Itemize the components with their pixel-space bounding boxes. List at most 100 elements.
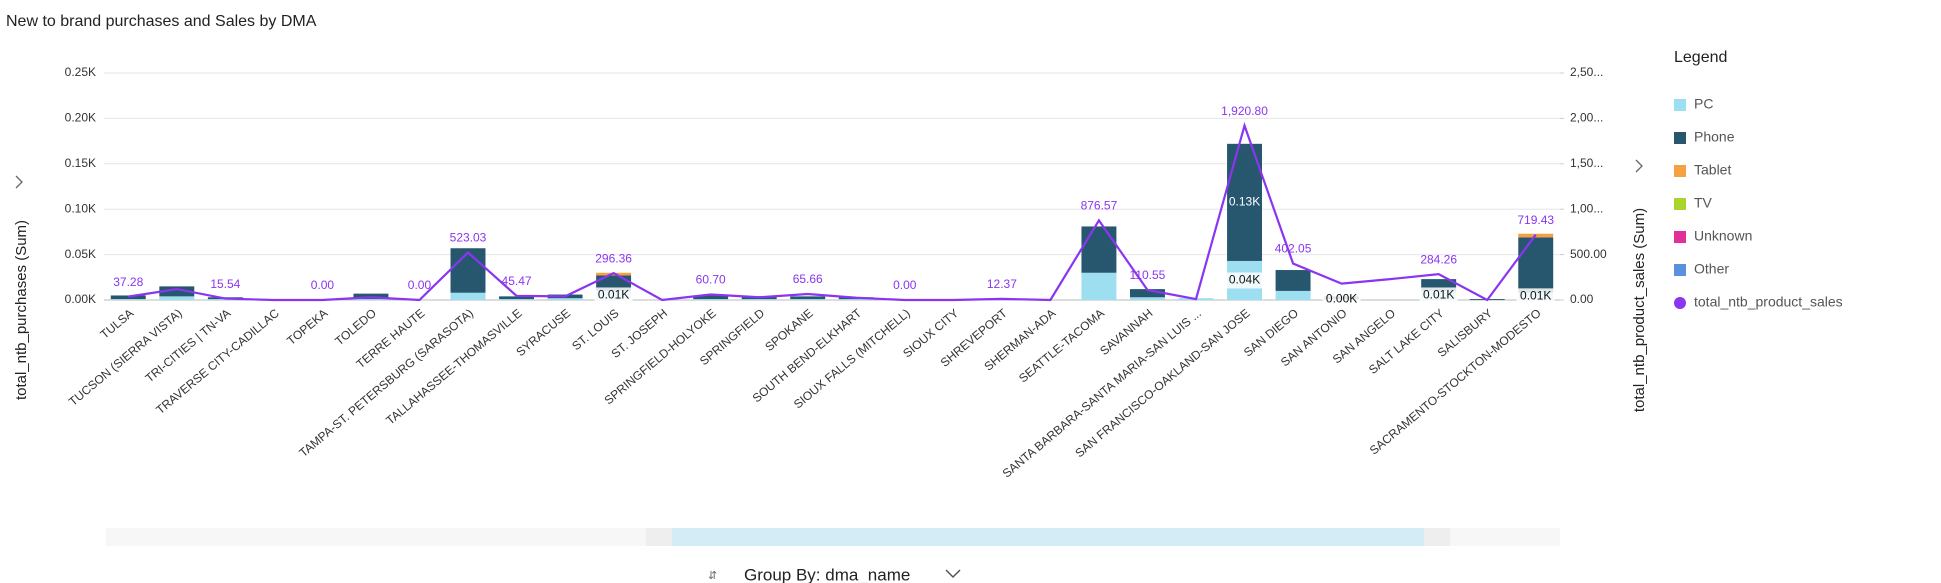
- scroll-handle[interactable]: [1424, 528, 1450, 546]
- value-label-bg: [1419, 287, 1458, 304]
- y2-tick-label: 2,00...: [1570, 111, 1603, 125]
- line-value-label: 719.43: [1517, 213, 1554, 227]
- x-tick-label: TULSA: [98, 306, 137, 342]
- x-tick-label: TOLEDO: [332, 306, 379, 348]
- group-by[interactable]: Group By: dma_name: [744, 565, 910, 583]
- line-value-label: 296.36: [595, 251, 632, 265]
- bar-segment: [1081, 226, 1117, 273]
- bar-segment: [450, 248, 486, 293]
- x-tick-label: SACRAMENTO-STOCKTON-MODESTO: [1367, 306, 1544, 458]
- line-value-label: 0.00: [408, 278, 432, 292]
- y-axis-label: total_ntb_purchases (Sum): [13, 220, 30, 400]
- bar-value-label: 0.00K: [1326, 292, 1357, 306]
- line-value-label: 0.00: [893, 278, 917, 292]
- bar-segment: [499, 299, 535, 300]
- bar-segment: [1275, 270, 1311, 291]
- line-value-label: 523.03: [450, 231, 487, 245]
- bar-segment: [353, 299, 389, 300]
- legend-label: Phone: [1694, 129, 1735, 145]
- bar-segment: [159, 286, 195, 297]
- y2-axis-label: total_ntb_product_sales (Sum): [1631, 208, 1648, 412]
- bar-value-label: 0.01K: [1520, 289, 1551, 303]
- legend-label: total_ntb_product_sales: [1694, 294, 1843, 310]
- line-value-label: 12.37: [987, 277, 1017, 291]
- y-tick-label: 0.10K: [65, 201, 96, 215]
- legend-marker: [1674, 297, 1686, 309]
- value-label-bg: [1225, 272, 1264, 289]
- legend-label: TV: [1694, 195, 1713, 211]
- bar-value-label: 0.01K: [598, 288, 629, 302]
- y-tick-label: 0.00K: [65, 292, 96, 306]
- line-value-label: 284.26: [1420, 252, 1457, 266]
- line-value-label: 1,920.80: [1221, 104, 1268, 118]
- x-tick-label: TRI-CITIES | TN-VA: [143, 306, 234, 385]
- line-value-label: 37.28: [113, 275, 143, 289]
- bar-segment: [838, 299, 874, 300]
- bar-segment: [110, 295, 146, 300]
- line-value-label: 0.00: [311, 278, 335, 292]
- bar-segment: [1518, 237, 1554, 293]
- line-value-label: 60.70: [696, 273, 726, 287]
- bar-segment: [741, 299, 777, 300]
- bar-segment: [110, 299, 146, 300]
- value-label-bg: [1516, 288, 1555, 305]
- line-value-label: 876.57: [1081, 199, 1118, 213]
- line-value-label: 65.66: [793, 272, 823, 286]
- y-tick-label: 0.25K: [65, 65, 96, 79]
- chart-title: New to brand purchases and Sales by DMA: [6, 13, 317, 30]
- line-value-label: 402.05: [1275, 242, 1312, 256]
- bar-segment: [693, 295, 729, 300]
- y2-tick-label: 0.00: [1570, 292, 1594, 306]
- bar-segment: [1081, 272, 1117, 300]
- x-tick-label: TOPEKA: [284, 306, 330, 348]
- dropdown-chevron[interactable]: [945, 569, 961, 579]
- legend-swatch: [1674, 99, 1686, 111]
- bar-segment: [693, 299, 729, 300]
- expand-chevron[interactable]: [15, 175, 23, 189]
- bar-segment: [596, 275, 632, 291]
- bar-segment: [1129, 289, 1165, 298]
- y2-tick-label: 1,50...: [1570, 156, 1603, 170]
- x-tick-label: SYRACUSE: [513, 306, 573, 359]
- bar-segment: [790, 299, 826, 300]
- bar-segment: [1275, 290, 1311, 300]
- bar-value-label: 0.04K: [1229, 273, 1260, 287]
- scrollbar-thumb[interactable]: [646, 528, 1450, 546]
- legend-label: PC: [1694, 96, 1713, 112]
- legend-label: Other: [1694, 261, 1729, 277]
- y2-tick-label: 500.00: [1570, 247, 1607, 261]
- legend-swatch: [1674, 165, 1686, 177]
- bar-segment: [159, 296, 195, 300]
- y-tick-label: 0.20K: [65, 111, 96, 125]
- y-tick-label: 0.15K: [65, 156, 96, 170]
- sort-icon[interactable]: ⇵: [708, 570, 717, 582]
- legend-swatch: [1674, 231, 1686, 243]
- bar-segment: [450, 292, 486, 300]
- legend-swatch: [1674, 198, 1686, 210]
- line-value-label: 110.55: [1130, 268, 1166, 282]
- x-tick-label: SAN FRANCISCO-OAKLAND-SAN JOSE: [1072, 306, 1252, 460]
- expand-chevron[interactable]: [1635, 159, 1643, 173]
- y-tick-label: 0.05K: [65, 247, 96, 261]
- y2-tick-label: 2,50...: [1570, 65, 1603, 79]
- bar-segment: [547, 298, 583, 300]
- value-label-bg: [594, 287, 633, 304]
- legend-label: Tablet: [1694, 162, 1731, 178]
- legend-swatch: [1674, 264, 1686, 276]
- legend-label: Unknown: [1694, 228, 1752, 244]
- y2-tick-label: 1,00...: [1570, 201, 1603, 215]
- bar-value-label: 0.01K: [1423, 288, 1454, 302]
- bar-segment: [790, 296, 826, 300]
- line-series: [128, 121, 1537, 302]
- value-label-bg: [1322, 291, 1361, 308]
- legend-swatch: [1674, 132, 1686, 144]
- line-value-label: 15.54: [210, 277, 240, 291]
- bar-segment: [1421, 279, 1457, 291]
- line-value-label: 45.47: [502, 274, 532, 288]
- x-tick-label: SEATTLE-TACOMA: [1016, 306, 1107, 385]
- x-tick-label: TAMPA-ST. PETERSBURG (SARASOTA): [296, 306, 476, 460]
- scroll-handle[interactable]: [646, 528, 672, 546]
- bar-value-label: 0.13K: [1229, 195, 1260, 209]
